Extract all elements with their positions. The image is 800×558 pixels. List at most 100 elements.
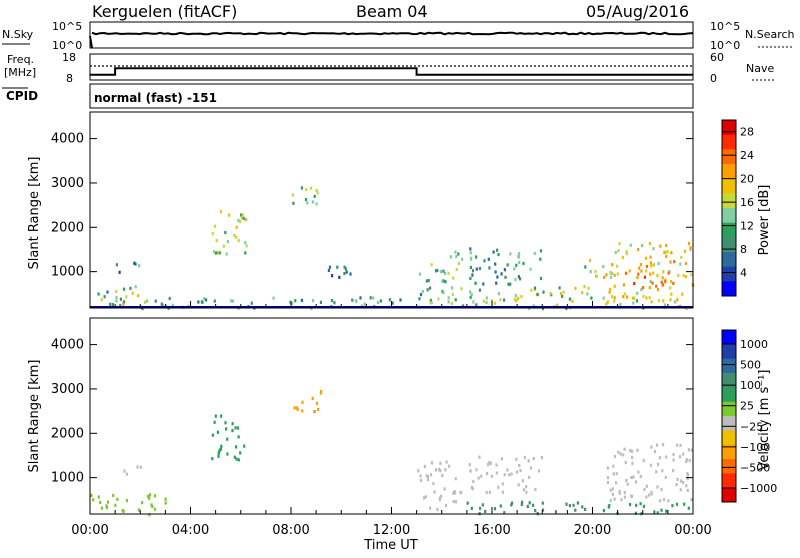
power-colorbar-frame [721,119,737,297]
heatmap-cell-power [574,286,577,290]
heatmap-cell-power [659,244,662,248]
heatmap-cell-power [522,261,525,266]
heatmap-cell-velocity [430,461,433,465]
heatmap-cell-power [637,248,640,252]
heatmap-cell-velocity [614,481,618,485]
heatmap-cell-power [640,287,643,291]
heatmap-cell-power [427,278,430,283]
heatmap-cell-power [603,275,606,279]
velocity-cells [90,389,693,517]
heatmap-cell-velocity [532,503,535,507]
velocity-colorbar-swatch [722,358,736,374]
velocity-colorbar-swatch [722,401,736,417]
power-panel: 1000 2000 3000 4000 Slant Range [km] 28 24 20… [27,111,772,311]
heatmap-cell-power [272,296,275,300]
heatmap-cell-power [660,280,663,284]
station-title: Kerguelen (fitACF) [92,2,237,21]
heatmap-cell-velocity [508,473,511,477]
heatmap-cell-velocity [432,482,435,486]
heatmap-cell-velocity [219,447,223,451]
heatmap-cell-power [539,249,543,253]
heatmap-cell-velocity [661,469,664,473]
heatmap-cell-power [652,263,655,267]
heatmap-cell-velocity [501,482,504,486]
heatmap-cell-velocity [511,501,514,505]
heatmap-cell-power [530,288,533,292]
heatmap-cell-power [568,297,571,301]
heatmap-cell-power [203,297,206,301]
heatmap-cell-velocity [417,469,420,473]
heatmap-cell-power [421,289,424,294]
heatmap-cell-velocity [618,489,621,494]
heatmap-cell-power [665,250,668,254]
heatmap-cell-power [613,299,616,303]
power-colorbar-swatch [722,193,736,209]
heatmap-cell-velocity [672,469,675,473]
velocity-colorbar-swatch [722,487,736,503]
heatmap-cell-velocity [234,426,237,430]
heatmap-cell-velocity [470,506,473,510]
heatmap-cell-power [133,261,136,265]
heatmap-cell-velocity [433,490,436,494]
heatmap-cell-power [240,216,243,220]
heatmap-cell-velocity [301,409,304,413]
heatmap-cell-power [506,263,509,267]
heatmap-cell-power [442,291,445,295]
heatmap-cell-velocity [681,481,685,485]
heatmap-cell-velocity [664,475,667,479]
heatmap-cell-velocity [665,455,668,459]
heatmap-cell-power [636,291,639,295]
heatmap-cell-velocity [645,484,648,488]
heatmap-cell-velocity [656,462,660,467]
heatmap-cell-power [138,264,141,268]
heatmap-cell-power [558,286,561,290]
heatmap-cell-power [447,271,450,275]
heatmap-cell-power [470,293,473,297]
time-tick-label: 04:00 [172,523,209,538]
heatmap-cell-power [429,301,432,305]
heatmap-cell-power [684,275,687,279]
heatmap-cell-velocity [454,477,457,481]
heatmap-cell-power [200,300,203,304]
heatmap-cell-velocity [655,470,658,474]
power-colorbar-swatch [722,164,736,180]
velocity-colorbar-swatch [722,330,736,345]
heatmap-cell-power [645,269,648,273]
power-colorbar-label: 12 [740,220,754,233]
heatmap-cell-power [504,275,507,279]
heatmap-cell-velocity [477,476,480,480]
velocity-panel-frame [89,317,694,515]
heatmap-cell-velocity [214,414,217,418]
heatmap-cell-power [610,271,614,275]
velocity-colorbar-label: −500 [740,461,770,474]
heatmap-cell-velocity [311,396,314,400]
heatmap-cell-power [649,272,652,276]
heatmap-cell-velocity [572,503,575,507]
freq-unit-label: [MHz] [4,66,36,79]
heatmap-cell-power [650,300,653,304]
power-ytick-label: 2000 [51,220,84,235]
heatmap-cell-power [605,273,608,277]
heatmap-cell-power [219,210,222,214]
heatmap-cell-power [609,275,613,279]
heatmap-cell-velocity [506,468,509,472]
heatmap-cell-velocity [656,485,659,489]
nave-tick-bottom: 0 [710,72,717,85]
heatmap-cell-power [514,294,517,298]
heatmap-cell-power [613,284,616,288]
heatmap-cell-power [669,260,672,264]
heatmap-cell-power [482,282,485,286]
heatmap-cell-power [684,249,687,253]
heatmap-cell-power [487,257,490,261]
heatmap-cell-power [639,263,642,267]
power-x-ticks [89,301,694,308]
heatmap-cell-power [532,304,535,308]
heatmap-cell-power [519,277,522,281]
heatmap-cell-power [602,265,605,269]
heatmap-cell-power [225,252,228,256]
heatmap-cell-velocity [679,488,682,492]
heatmap-cell-power [656,274,659,278]
heatmap-cell-power [610,295,613,299]
heatmap-cell-power [237,239,240,243]
heatmap-cell-power [648,241,651,246]
